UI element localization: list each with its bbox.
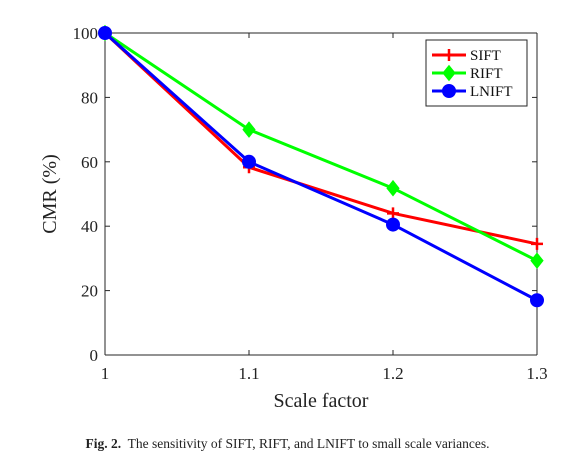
y-tick-label: 80	[81, 88, 98, 107]
data-point-lnift	[98, 26, 112, 40]
x-tick-label: 1	[101, 364, 110, 383]
data-point-rift	[386, 179, 400, 197]
series-line-rift	[104, 31, 538, 262]
y-axis-title: CMR (%)	[39, 154, 61, 233]
legend: SIFT RIFT LNIFT	[425, 39, 528, 107]
x-tick-label: 1.2	[382, 364, 403, 383]
figure-caption: Fig. 2. The sensitivity of SIFT, RIFT, a…	[0, 436, 575, 452]
legend-marker-lnift	[442, 84, 456, 98]
axes: 1 1.1 1.2 1.3 0 20 40 60 80 100	[73, 24, 548, 383]
series-layer	[98, 24, 544, 308]
caption-text: The sensitivity of SIFT, RIFT, and LNIFT…	[127, 436, 490, 451]
x-tick-label: 1.1	[238, 364, 259, 383]
x-axis-title: Scale factor	[274, 390, 369, 412]
data-point-lnift	[530, 293, 544, 308]
line-chart: 1 1.1 1.2 1.3 0 20 40 60 80 100 SIFT RIFT LNIFT Sca…	[39, 24, 548, 412]
data-point-sift	[387, 207, 399, 220]
data-point-rift	[242, 121, 256, 138]
series-line-sift	[103, 31, 538, 246]
legend-marker-sift	[443, 49, 455, 61]
legend-label-lnift: LNIFT	[470, 84, 513, 100]
data-point-sift	[531, 237, 543, 250]
y-tick-label: 100	[73, 24, 99, 43]
legend-marker-rift	[442, 64, 456, 82]
y-tick-label: 0	[90, 346, 99, 365]
data-point-rift	[530, 252, 544, 269]
y-tick-label: 60	[81, 153, 98, 172]
series-lnift	[98, 26, 544, 308]
legend-label-rift: RIFT	[470, 66, 503, 82]
x-tick-label: 1.3	[526, 364, 547, 383]
y-tick-label: 40	[81, 217, 98, 236]
data-point-lnift	[386, 217, 400, 232]
legend-label-sift: SIFT	[470, 48, 501, 64]
data-point-lnift	[242, 154, 256, 169]
y-tick-label: 20	[81, 282, 98, 301]
caption-label: Fig. 2.	[85, 436, 122, 451]
series-line-lnift	[103, 31, 538, 302]
